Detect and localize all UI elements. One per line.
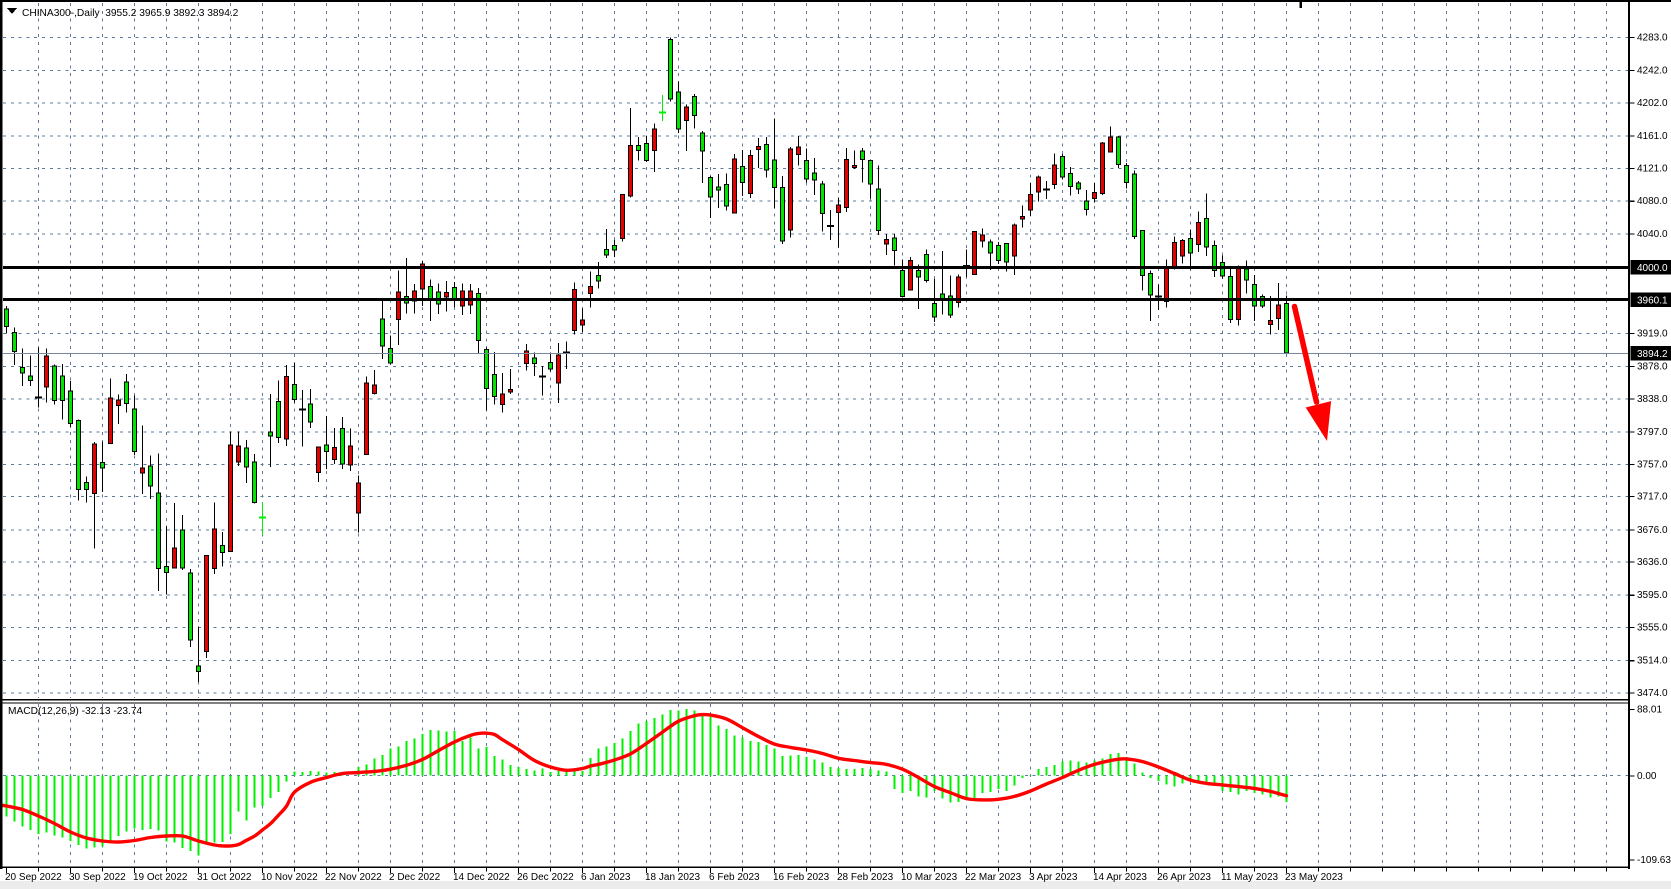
svg-text:19 Oct 2022: 19 Oct 2022	[133, 872, 188, 883]
svg-text:4242.0: 4242.0	[1637, 65, 1668, 76]
svg-text:3717.0: 3717.0	[1637, 492, 1668, 503]
svg-text:26 Dec 2022: 26 Dec 2022	[517, 872, 574, 883]
svg-text:3757.0: 3757.0	[1637, 459, 1668, 470]
svg-text:3797.0: 3797.0	[1637, 427, 1668, 438]
svg-text:88.01: 88.01	[1637, 705, 1662, 716]
svg-text:28 Feb 2023: 28 Feb 2023	[837, 872, 894, 883]
svg-text:3636.0: 3636.0	[1637, 557, 1668, 568]
svg-text:3514.0: 3514.0	[1637, 656, 1668, 667]
svg-text:CHINA300-,Daily 3955.2 3965.9: CHINA300-,Daily 3955.2 3965.9 3892.3 389…	[22, 8, 239, 19]
svg-text:4000.0: 4000.0	[1637, 263, 1668, 274]
svg-text:3555.0: 3555.0	[1637, 623, 1668, 634]
svg-text:3838.0: 3838.0	[1637, 394, 1668, 405]
svg-text:11 May 2023: 11 May 2023	[1221, 872, 1279, 883]
svg-text:30 Sep 2022: 30 Sep 2022	[69, 872, 126, 883]
svg-text:14 Apr 2023: 14 Apr 2023	[1093, 872, 1147, 883]
svg-text:14 Dec 2022: 14 Dec 2022	[453, 872, 510, 883]
svg-text:3676.0: 3676.0	[1637, 525, 1668, 536]
svg-text:22 Mar 2023: 22 Mar 2023	[965, 872, 1022, 883]
svg-text:MACD(12,26,9) -32.13 -23.74: MACD(12,26,9) -32.13 -23.74	[8, 706, 143, 717]
svg-text:3919.0: 3919.0	[1637, 329, 1668, 340]
svg-text:3894.2: 3894.2	[1637, 349, 1668, 360]
svg-text:31 Oct 2022: 31 Oct 2022	[197, 872, 252, 883]
svg-text:2 Dec 2022: 2 Dec 2022	[389, 872, 441, 883]
svg-text:0.00: 0.00	[1637, 771, 1657, 782]
svg-text:4121.0: 4121.0	[1637, 164, 1668, 175]
svg-text:4080.0: 4080.0	[1637, 196, 1668, 207]
svg-text:4283.0: 4283.0	[1637, 33, 1668, 44]
svg-text:23 May 2023: 23 May 2023	[1285, 872, 1343, 883]
svg-text:10 Mar 2023: 10 Mar 2023	[901, 872, 958, 883]
svg-text:26 Apr 2023: 26 Apr 2023	[1157, 872, 1211, 883]
svg-text:3474.0: 3474.0	[1637, 688, 1668, 699]
svg-text:4161.0: 4161.0	[1637, 131, 1668, 142]
svg-text:18 Jan 2023: 18 Jan 2023	[645, 872, 700, 883]
svg-text:3595.0: 3595.0	[1637, 590, 1668, 601]
svg-text:3960.1: 3960.1	[1637, 295, 1668, 306]
svg-text:10 Nov 2022: 10 Nov 2022	[261, 872, 318, 883]
svg-text:4040.0: 4040.0	[1637, 229, 1668, 240]
svg-text:22 Nov 2022: 22 Nov 2022	[325, 872, 382, 883]
svg-text:16 Feb 2023: 16 Feb 2023	[773, 872, 830, 883]
svg-text:6 Feb 2023: 6 Feb 2023	[709, 872, 760, 883]
svg-text:-109.63: -109.63	[1637, 855, 1671, 866]
svg-text:6 Jan 2023: 6 Jan 2023	[581, 872, 631, 883]
svg-text:3 Apr 2023: 3 Apr 2023	[1029, 872, 1078, 883]
svg-text:4202.0: 4202.0	[1637, 98, 1668, 109]
svg-text:20 Sep 2022: 20 Sep 2022	[5, 872, 62, 883]
svg-text:3878.0: 3878.0	[1637, 362, 1668, 373]
